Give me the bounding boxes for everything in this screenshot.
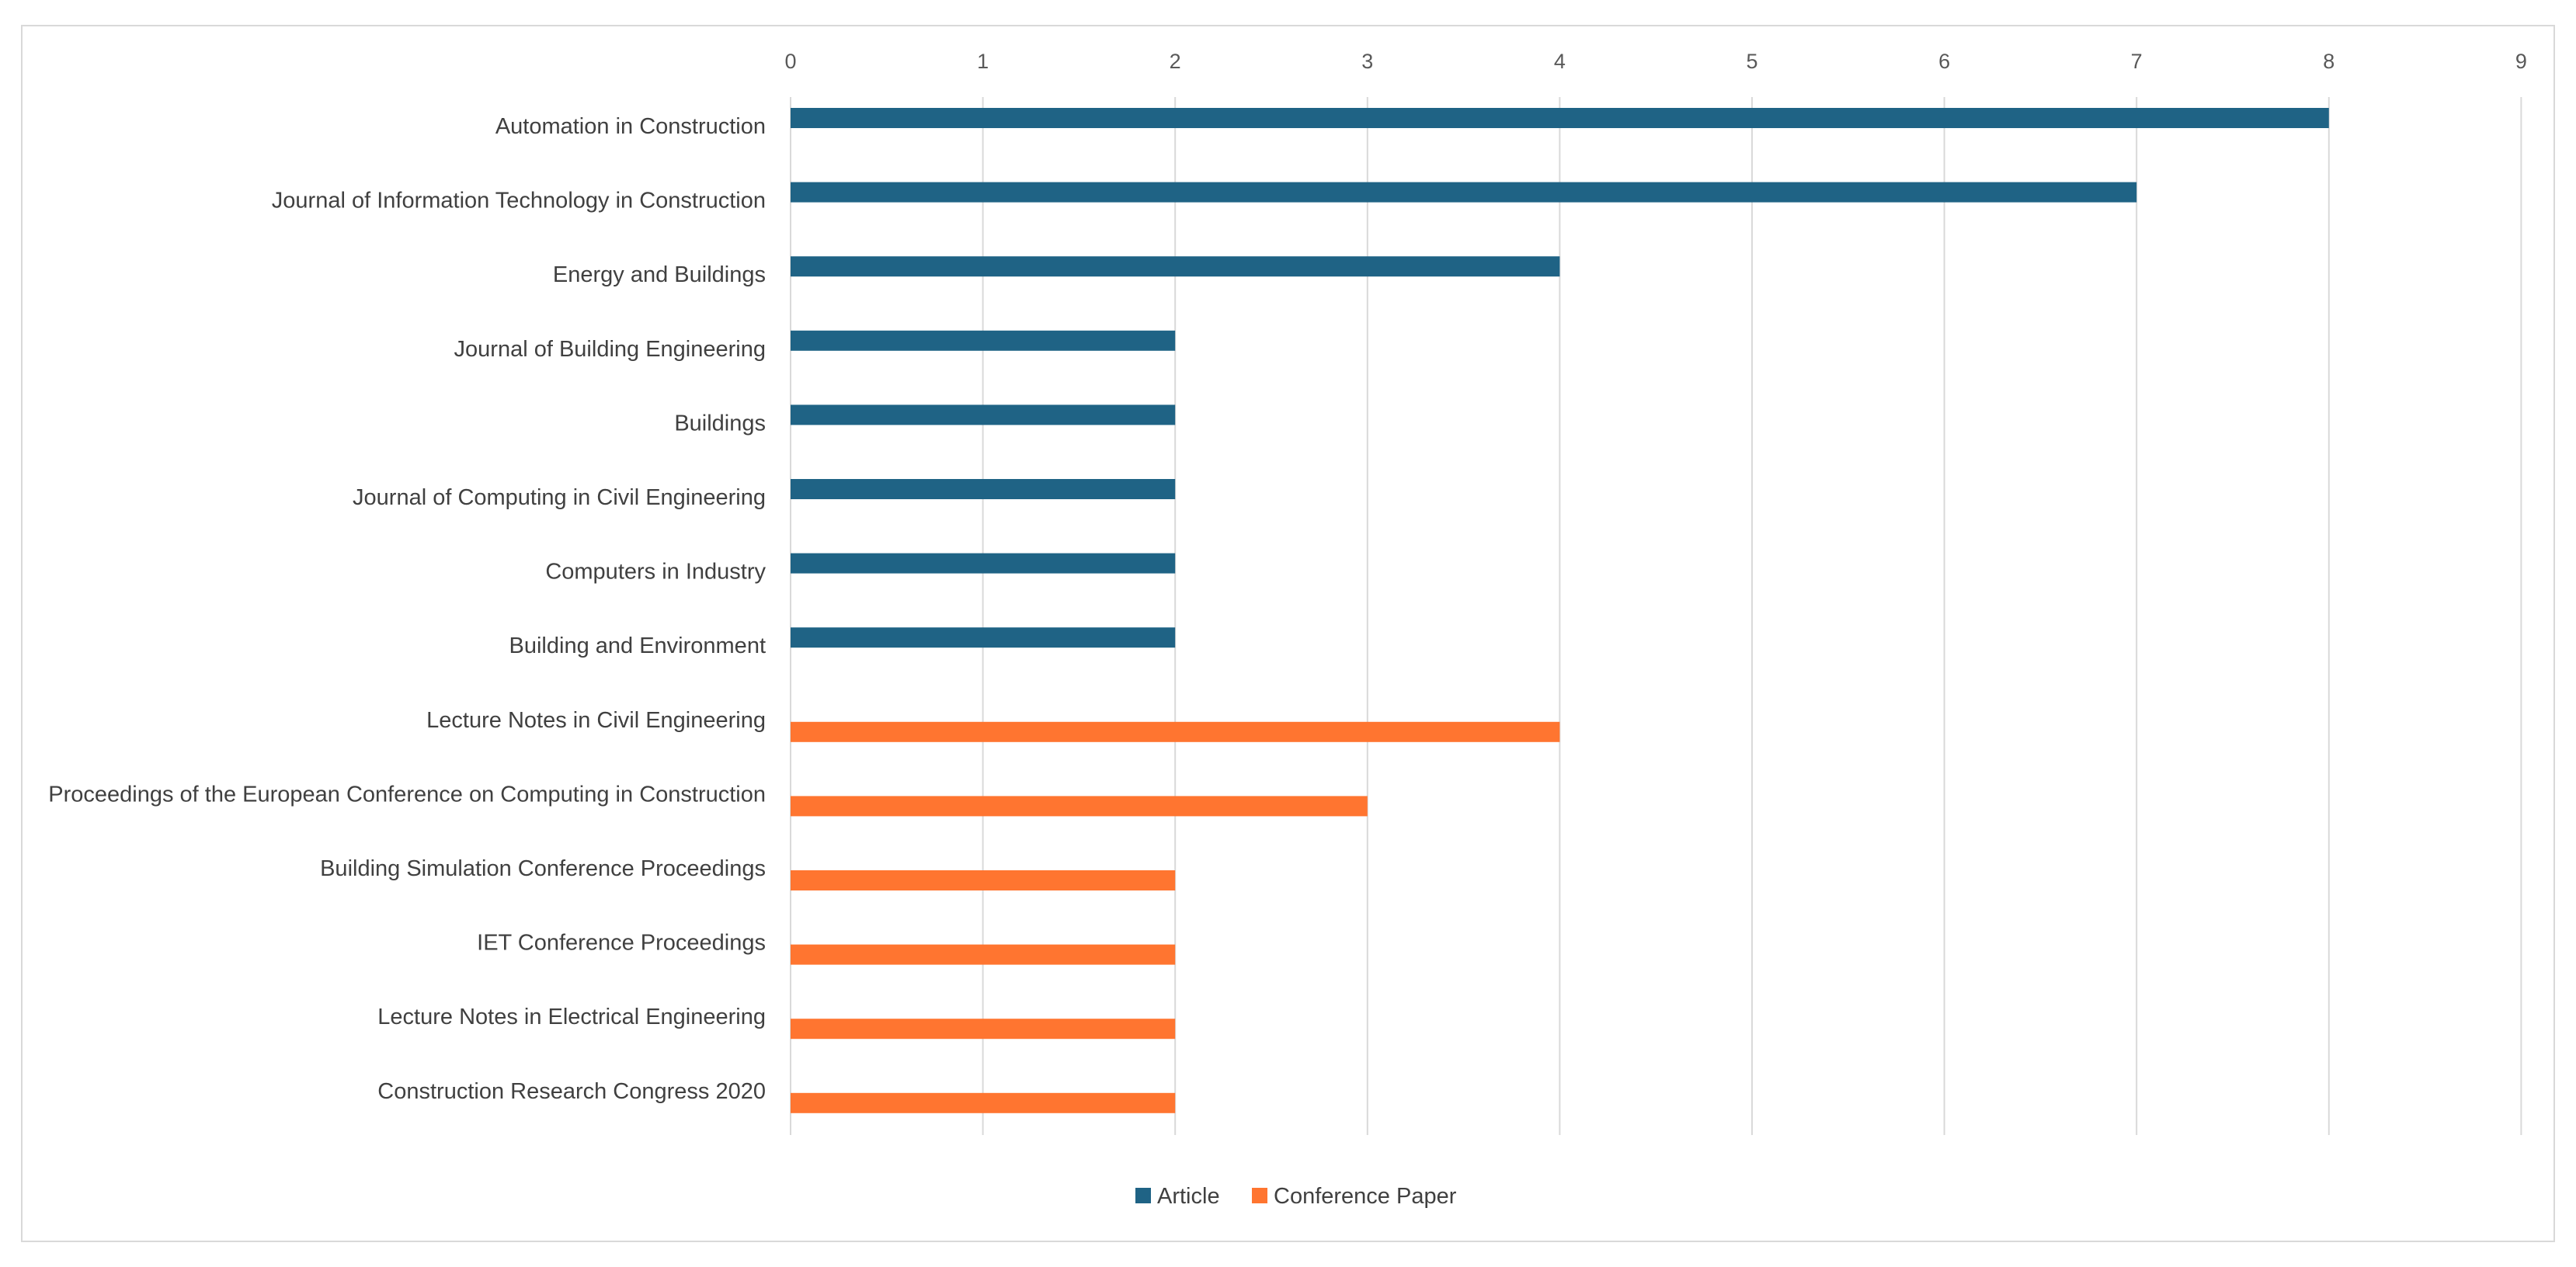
bar-conference-paper: [791, 796, 1368, 817]
legend-swatch-article: [1135, 1188, 1151, 1203]
category-label: Energy and Buildings: [553, 262, 766, 287]
x-tick-label: 4: [1554, 50, 1566, 73]
x-tick-label: 6: [1938, 50, 1950, 73]
legend-label: Article: [1157, 1184, 1220, 1209]
x-tick-label: 5: [1746, 50, 1757, 73]
category-label: IET Conference Proceedings: [477, 931, 766, 956]
bar-article: [791, 627, 1176, 648]
legend-swatch-conference-paper: [1252, 1188, 1267, 1203]
category-label: Journal of Information Technology in Con…: [272, 189, 766, 213]
bar-article: [791, 108, 2329, 128]
category-label: Lecture Notes in Civil Engineering: [426, 708, 766, 733]
x-tick-label: 0: [784, 50, 796, 73]
category-label: Building Simulation Conference Proceedin…: [320, 856, 766, 881]
legend-label: Conference Paper: [1274, 1184, 1457, 1209]
bar-article: [791, 256, 1560, 277]
bar-conference-paper: [791, 1092, 1176, 1113]
category-label: Construction Research Congress 2020: [377, 1079, 766, 1104]
bar-conference-paper: [791, 721, 1560, 742]
bar-article: [791, 330, 1176, 351]
category-label: Journal of Building Engineering: [454, 337, 766, 362]
bar-article: [791, 479, 1176, 499]
x-tick-label: 3: [1361, 50, 1373, 73]
category-label: Proceedings of the European Conference o…: [48, 782, 766, 807]
bar-article: [791, 182, 2137, 203]
bar-article: [791, 404, 1176, 425]
bar-conference-paper: [791, 870, 1176, 890]
bar-conference-paper: [791, 1019, 1176, 1040]
x-tick-label: 8: [2323, 50, 2334, 73]
category-label: Buildings: [674, 411, 766, 436]
category-label: Lecture Notes in Electrical Engineering: [377, 1005, 766, 1029]
chart-frame: [21, 25, 2555, 1242]
x-tick-label: 2: [1170, 50, 1181, 73]
x-tick-label: 7: [2131, 50, 2143, 73]
bar-conference-paper: [791, 944, 1176, 965]
x-tick-label: 1: [977, 50, 989, 73]
bar-article: [791, 553, 1176, 574]
category-label: Building and Environment: [509, 634, 766, 658]
category-label: Automation in Construction: [495, 114, 766, 139]
category-label: Journal of Computing in Civil Engineerin…: [353, 485, 766, 510]
category-label: Computers in Industry: [545, 560, 766, 585]
x-tick-label: 9: [2515, 50, 2527, 73]
